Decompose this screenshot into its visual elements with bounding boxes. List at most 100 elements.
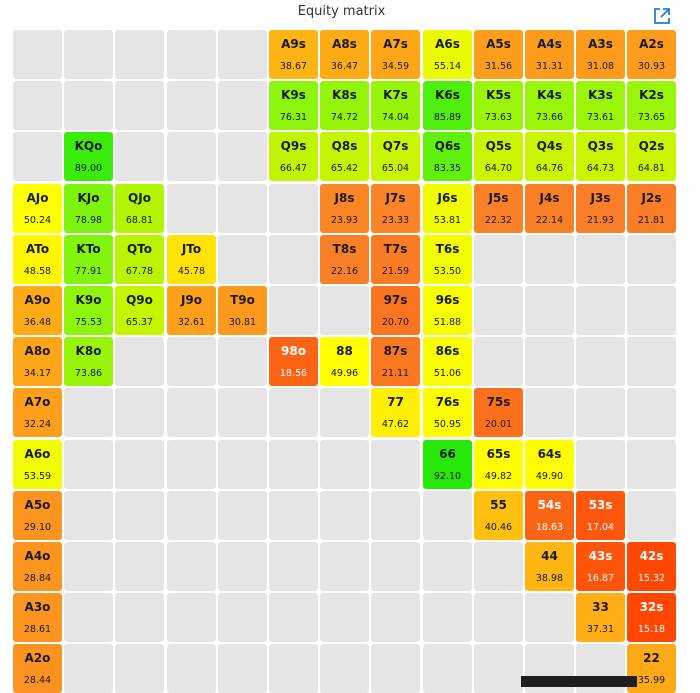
hand-cell-q7s[interactable]: Q7s 65.04 xyxy=(371,132,420,181)
hand-cell-42s[interactable]: 42s 15.32 xyxy=(627,542,676,591)
hand-cell-76s[interactable]: 76s 50.95 xyxy=(423,388,472,437)
hand-cell-a4o[interactable]: A4o 28.84 xyxy=(13,542,62,591)
hand-cell-a9o[interactable]: A9o 36.48 xyxy=(13,286,62,335)
hand-cell-a2s[interactable]: A2s 30.93 xyxy=(627,30,676,79)
equity-value: 20.01 xyxy=(484,419,513,430)
hand-cell-43s[interactable]: 43s 16.87 xyxy=(576,542,625,591)
empty-cell xyxy=(218,644,267,693)
hand-cell-j5s[interactable]: J5s 22.32 xyxy=(474,184,523,233)
hand-label: K2s xyxy=(639,88,664,102)
hand-cell-a3o[interactable]: A3o 28.61 xyxy=(13,593,62,642)
hand-label: A7o xyxy=(24,395,51,409)
hand-cell-j8s[interactable]: J8s 23.93 xyxy=(320,184,369,233)
hand-cell-a6s[interactable]: A6s 55.14 xyxy=(423,30,472,79)
hand-cell-87s[interactable]: 87s 21.11 xyxy=(371,337,420,386)
hand-cell-k4s[interactable]: K4s 73.66 xyxy=(525,81,574,130)
hand-cell-q8s[interactable]: Q8s 65.42 xyxy=(320,132,369,181)
hand-cell-k2s[interactable]: K2s 73.65 xyxy=(627,81,676,130)
hand-cell-64s[interactable]: 64s 49.90 xyxy=(525,440,574,489)
empty-cell xyxy=(423,542,472,591)
hand-cell-65s[interactable]: 65s 49.82 xyxy=(474,440,523,489)
hand-cell-75s[interactable]: 75s 20.01 xyxy=(474,388,523,437)
hand-label: A3s xyxy=(588,37,613,51)
hand-cell-a4s[interactable]: A4s 31.31 xyxy=(525,30,574,79)
hand-cell-q5s[interactable]: Q5s 64.70 xyxy=(474,132,523,181)
hand-cell-k8s[interactable]: K8s 74.72 xyxy=(320,81,369,130)
external-link-icon[interactable] xyxy=(652,6,672,26)
hand-cell-q2s[interactable]: Q2s 64.81 xyxy=(627,132,676,181)
hand-cell-k8o[interactable]: K8o 73.86 xyxy=(64,337,113,386)
hand-cell-jto[interactable]: JTo 45.78 xyxy=(167,235,216,284)
hand-cell-77[interactable]: 77 47.62 xyxy=(371,388,420,437)
empty-cell xyxy=(167,132,216,181)
hand-cell-k9s[interactable]: K9s 76.31 xyxy=(269,81,318,130)
hand-cell-98o[interactable]: 98o 18.56 xyxy=(269,337,318,386)
hand-label: QTo xyxy=(126,242,153,256)
hand-label: K8s xyxy=(332,88,357,102)
hand-cell-a7o[interactable]: A7o 32.24 xyxy=(13,388,62,437)
hand-cell-kto[interactable]: KTo 77.91 xyxy=(64,235,113,284)
hand-cell-q3s[interactable]: Q3s 64.73 xyxy=(576,132,625,181)
hand-label: K6s xyxy=(435,88,460,102)
empty-cell xyxy=(218,81,267,130)
hand-label: K8o xyxy=(75,344,102,358)
hand-cell-53s[interactable]: 53s 17.04 xyxy=(576,491,625,540)
equity-value: 53.59 xyxy=(23,471,52,482)
hand-cell-a6o[interactable]: A6o 53.59 xyxy=(13,440,62,489)
hand-cell-a7s[interactable]: A7s 34.59 xyxy=(371,30,420,79)
hand-cell-j3s[interactable]: J3s 21.93 xyxy=(576,184,625,233)
hand-label: 43s xyxy=(588,549,613,563)
hand-cell-kjo[interactable]: KJo 78.98 xyxy=(64,184,113,233)
hand-cell-88[interactable]: 88 49.96 xyxy=(320,337,369,386)
hand-cell-k7s[interactable]: K7s 74.04 xyxy=(371,81,420,130)
hand-cell-ajo[interactable]: AJo 50.24 xyxy=(13,184,62,233)
hand-cell-k3s[interactable]: K3s 73.61 xyxy=(576,81,625,130)
hand-cell-j6s[interactable]: J6s 53.81 xyxy=(423,184,472,233)
empty-cell xyxy=(167,337,216,386)
hand-cell-a3s[interactable]: A3s 31.08 xyxy=(576,30,625,79)
hand-cell-a5o[interactable]: A5o 29.10 xyxy=(13,491,62,540)
hand-label: 54s xyxy=(537,498,562,512)
hand-cell-q4s[interactable]: Q4s 64.76 xyxy=(525,132,574,181)
hand-cell-q9o[interactable]: Q9o 65.37 xyxy=(115,286,164,335)
hand-cell-q6s[interactable]: Q6s 83.35 xyxy=(423,132,472,181)
hand-cell-q9s[interactable]: Q9s 66.47 xyxy=(269,132,318,181)
hand-cell-j4s[interactable]: J4s 22.14 xyxy=(525,184,574,233)
empty-cell xyxy=(423,644,472,693)
hand-cell-qjo[interactable]: QJo 68.81 xyxy=(115,184,164,233)
hand-cell-j9o[interactable]: J9o 32.61 xyxy=(167,286,216,335)
equity-value: 75.53 xyxy=(74,317,103,328)
hand-cell-96s[interactable]: 96s 51.88 xyxy=(423,286,472,335)
hand-cell-k9o[interactable]: K9o 75.53 xyxy=(64,286,113,335)
hand-cell-a8o[interactable]: A8o 34.17 xyxy=(13,337,62,386)
hand-cell-97s[interactable]: 97s 20.70 xyxy=(371,286,420,335)
hand-cell-a5s[interactable]: A5s 31.56 xyxy=(474,30,523,79)
hand-cell-t6s[interactable]: T6s 53.50 xyxy=(423,235,472,284)
hand-cell-t9o[interactable]: T9o 30.81 xyxy=(218,286,267,335)
hand-cell-a9s[interactable]: A9s 38.67 xyxy=(269,30,318,79)
hand-cell-kqo[interactable]: KQo 89.00 xyxy=(64,132,113,181)
hand-cell-j2s[interactable]: J2s 21.81 xyxy=(627,184,676,233)
hand-cell-j7s[interactable]: J7s 23.33 xyxy=(371,184,420,233)
hand-cell-t8s[interactable]: T8s 22.16 xyxy=(320,235,369,284)
hand-cell-55[interactable]: 55 40.46 xyxy=(474,491,523,540)
hand-cell-t7s[interactable]: T7s 21.59 xyxy=(371,235,420,284)
hand-cell-k6s[interactable]: K6s 85.89 xyxy=(423,81,472,130)
hand-cell-ato[interactable]: ATo 48.58 xyxy=(13,235,62,284)
hand-cell-32s[interactable]: 32s 15.18 xyxy=(627,593,676,642)
hand-cell-33[interactable]: 33 37.31 xyxy=(576,593,625,642)
hand-cell-66[interactable]: 66 92.10 xyxy=(423,440,472,489)
hand-cell-a2o[interactable]: A2o 28.44 xyxy=(13,644,62,693)
equity-value: 22.14 xyxy=(535,215,564,226)
equity-value: 16.87 xyxy=(586,573,615,584)
hand-cell-a8s[interactable]: A8s 36.47 xyxy=(320,30,369,79)
hand-cell-86s[interactable]: 86s 51.06 xyxy=(423,337,472,386)
equity-value: 83.35 xyxy=(433,163,462,174)
hand-label: ATo xyxy=(25,242,50,256)
hand-label: J9o xyxy=(180,293,203,307)
hand-cell-44[interactable]: 44 38.98 xyxy=(525,542,574,591)
hand-cell-54s[interactable]: 54s 18.63 xyxy=(525,491,574,540)
hand-cell-22[interactable]: 22 35.99 xyxy=(627,644,676,693)
hand-cell-k5s[interactable]: K5s 73.63 xyxy=(474,81,523,130)
hand-cell-qto[interactable]: QTo 67.78 xyxy=(115,235,164,284)
